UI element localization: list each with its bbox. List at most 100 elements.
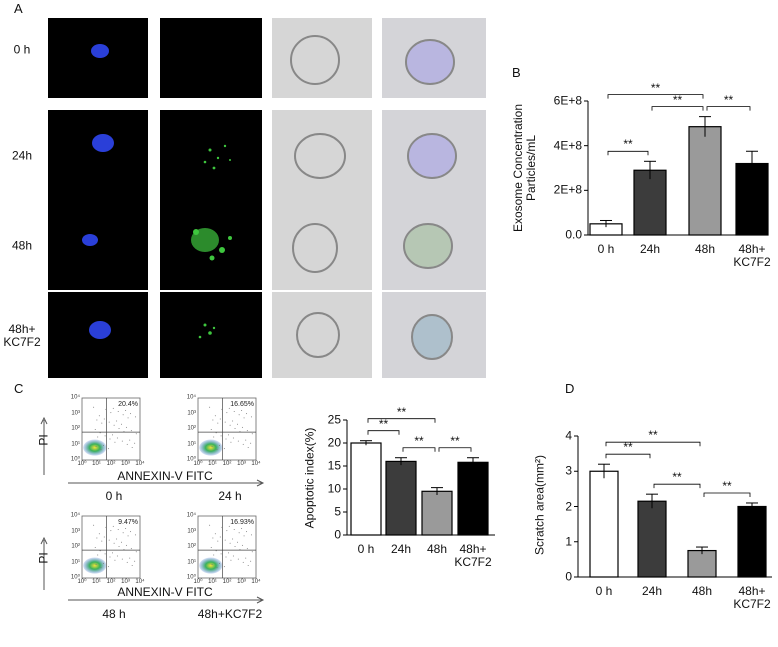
flow-dot — [134, 560, 136, 562]
flow-dot — [210, 429, 212, 431]
flow-dot — [116, 420, 118, 422]
flow-dot — [220, 553, 222, 555]
flow-dot — [232, 437, 234, 439]
significance-label: ** — [723, 92, 734, 107]
flow-dot — [96, 537, 98, 539]
flow-y-tick: 10¹ — [187, 441, 196, 448]
flow-dot — [98, 415, 100, 417]
flow-dot — [237, 541, 239, 543]
x-tick-label: 48h — [426, 542, 448, 556]
flow-dot — [227, 552, 229, 554]
flow-dot — [118, 545, 120, 547]
bar — [688, 126, 722, 236]
flow-dot — [233, 529, 235, 531]
panel-label: A — [14, 1, 23, 16]
flow-y-tick: 10⁰ — [186, 456, 196, 463]
significance-bracket — [438, 447, 472, 452]
significance-label: ** — [414, 433, 424, 448]
flow-x-tick: 10⁰ — [193, 461, 203, 467]
flow-dot — [122, 532, 124, 534]
flow-dot — [125, 544, 127, 546]
flow-dot — [224, 421, 226, 423]
flow-dot — [113, 542, 115, 544]
y-axis-label: Scratch area(mm²) — [532, 454, 547, 556]
flow-dot — [218, 562, 220, 564]
flow-dot — [118, 427, 120, 429]
flow-dot — [112, 407, 114, 409]
significance-bracket — [605, 453, 651, 459]
flow-dot — [250, 442, 252, 444]
flow-dot — [111, 434, 113, 436]
row-label: 0 h — [13, 42, 31, 57]
flow-dot — [215, 550, 217, 552]
flow-dot — [246, 430, 248, 432]
flow-dot — [232, 420, 234, 422]
y-tick-label: 20 — [327, 435, 341, 450]
flow-dot — [228, 525, 230, 527]
flow-dot — [230, 441, 232, 443]
flow-dot — [108, 421, 110, 423]
flow-dot — [121, 541, 123, 543]
y-tick-label: 4E+8 — [553, 138, 582, 153]
row-label: 24h — [11, 148, 33, 163]
panel-label: D — [565, 381, 575, 396]
y-axis-label: Exosome Concentration Particles/mL — [510, 103, 538, 233]
flow-dot — [110, 530, 112, 532]
bar — [737, 505, 767, 578]
flow-dot — [230, 559, 232, 561]
flow-x-tick: 10⁴ — [135, 579, 145, 585]
flow-x-tick: 10⁴ — [251, 461, 261, 467]
flow-dot — [241, 426, 243, 428]
flow-dot — [103, 418, 105, 420]
flow-dot — [131, 447, 133, 449]
significance-label: ** — [450, 433, 460, 448]
flow-dot — [100, 449, 102, 451]
flow-dot — [99, 432, 101, 434]
flow-dot — [217, 422, 219, 424]
flow-dot — [101, 422, 103, 424]
flow-dot — [218, 444, 220, 446]
flow-dot — [226, 412, 228, 414]
flow-dot — [237, 423, 239, 425]
flow-dot — [121, 558, 123, 560]
significance-bracket — [367, 430, 400, 435]
panel-label: B — [512, 65, 521, 80]
flow-dot — [112, 525, 114, 527]
flow-dot — [219, 536, 221, 538]
flow-dot — [233, 411, 235, 413]
y-tick-label: 6E+8 — [553, 93, 582, 108]
flow-dot — [107, 448, 109, 450]
significance-label: ** — [672, 470, 682, 485]
flow-x-tick: 10¹ — [92, 579, 101, 585]
flow-dot — [216, 449, 218, 451]
flow-dot — [121, 440, 123, 442]
flow-dot — [114, 441, 116, 443]
flow-dot — [97, 436, 99, 438]
flow-dot — [227, 434, 229, 436]
flow-x-tick: 10² — [222, 579, 232, 585]
flow-y-tick: 10³ — [71, 410, 80, 417]
significance-label: ** — [672, 92, 683, 107]
flow-dot — [93, 524, 95, 526]
flow-dot — [116, 555, 118, 557]
flow-y-tick: 10⁴ — [70, 512, 80, 519]
y-tick-label: 0 — [565, 569, 572, 584]
flow-x-tick: 10⁰ — [77, 461, 87, 467]
flow-dot — [129, 557, 131, 559]
flow-dot — [225, 556, 227, 558]
y-tick-label: 15 — [327, 458, 341, 473]
flow-dot — [108, 539, 110, 541]
flow-dot — [219, 418, 221, 420]
flow-cloud — [83, 557, 107, 574]
flow-dot — [211, 445, 213, 447]
flow-dot — [211, 563, 213, 565]
flow-dot — [215, 432, 217, 434]
significance-bracket — [605, 441, 701, 447]
flow-y-tick: 10⁰ — [70, 456, 80, 463]
flow-dot — [104, 435, 106, 437]
significance-label: ** — [648, 428, 658, 443]
flow-dot — [213, 554, 215, 556]
flow-x-tick: 10² — [106, 461, 116, 467]
flow-dot — [223, 448, 225, 450]
flow-dot — [99, 550, 101, 552]
